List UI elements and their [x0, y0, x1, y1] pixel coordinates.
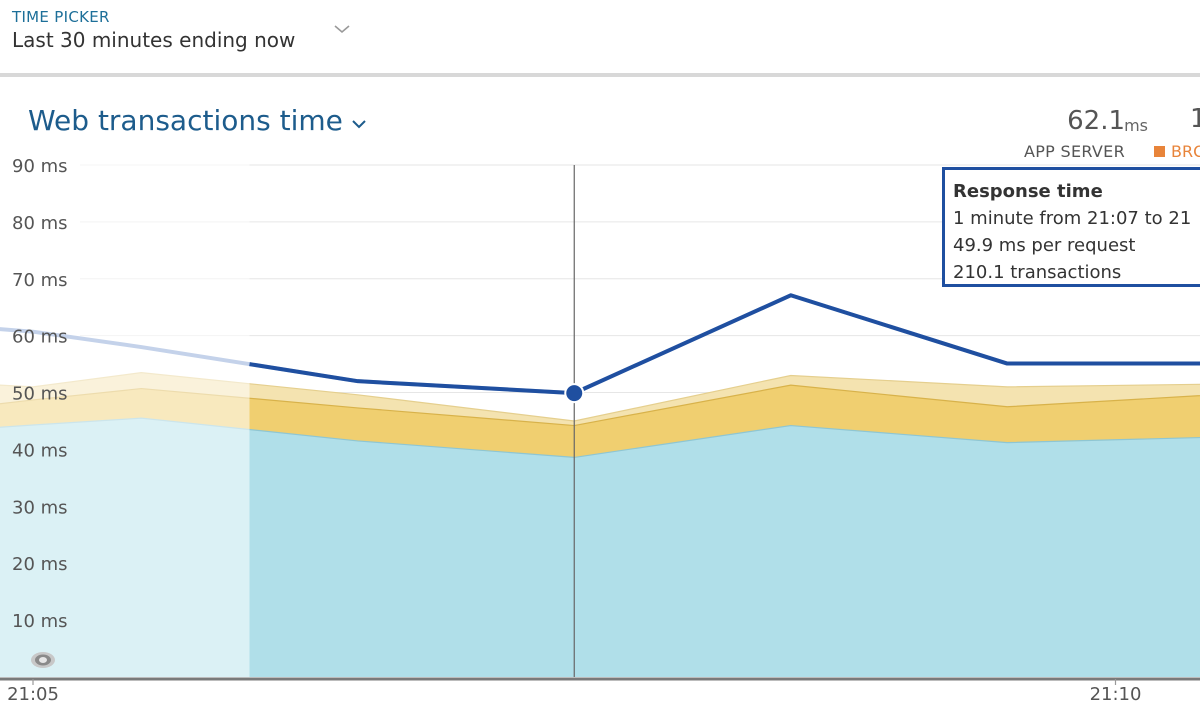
y-tick-label: 20 ms: [12, 554, 68, 575]
tooltip-interval: 1 minute from 21:07 to 21: [953, 205, 1200, 232]
y-tick-label: 50 ms: [12, 384, 68, 405]
chevron-down-icon[interactable]: [350, 118, 368, 130]
y-tick-label: 90 ms: [12, 156, 68, 177]
app-server-label: APP SERVER: [1024, 142, 1125, 161]
hover-point: [565, 384, 583, 402]
app-server-unit: ms: [1124, 116, 1148, 135]
browser-swatch: [1154, 146, 1165, 157]
eye-icon[interactable]: [30, 650, 56, 670]
y-axis-ticks: 90 ms 80 ms 70 ms 60 ms 50 ms 40 ms 30 ms 20 ms…: [12, 156, 68, 632]
y-tick-label: 80 ms: [12, 213, 68, 234]
chart-title[interactable]: Web transactions time: [28, 104, 343, 137]
x-tick-label: 21:05: [7, 684, 59, 705]
response-time-tooltip: Response time 1 minute from 21:07 to 21 …: [942, 167, 1200, 287]
y-tick-label: 30 ms: [12, 497, 68, 518]
tooltip-transactions: 210.1 transactions: [953, 259, 1200, 286]
y-tick-label: 70 ms: [12, 270, 68, 291]
app-server-value: 62.1: [1067, 106, 1125, 136]
y-tick-label: 60 ms: [12, 327, 68, 348]
browser-value-peek: 1: [1190, 104, 1200, 134]
tooltip-per-request: 49.9 ms per request: [953, 232, 1200, 259]
browser-legend[interactable]: BRO: [1154, 142, 1200, 161]
y-tick-label: 40 ms: [12, 440, 68, 461]
tooltip-title: Response time: [953, 178, 1200, 205]
y-tick-label: 10 ms: [12, 611, 68, 632]
x-tick-label: 21:10: [1090, 684, 1142, 705]
browser-legend-label: BRO: [1171, 142, 1200, 161]
